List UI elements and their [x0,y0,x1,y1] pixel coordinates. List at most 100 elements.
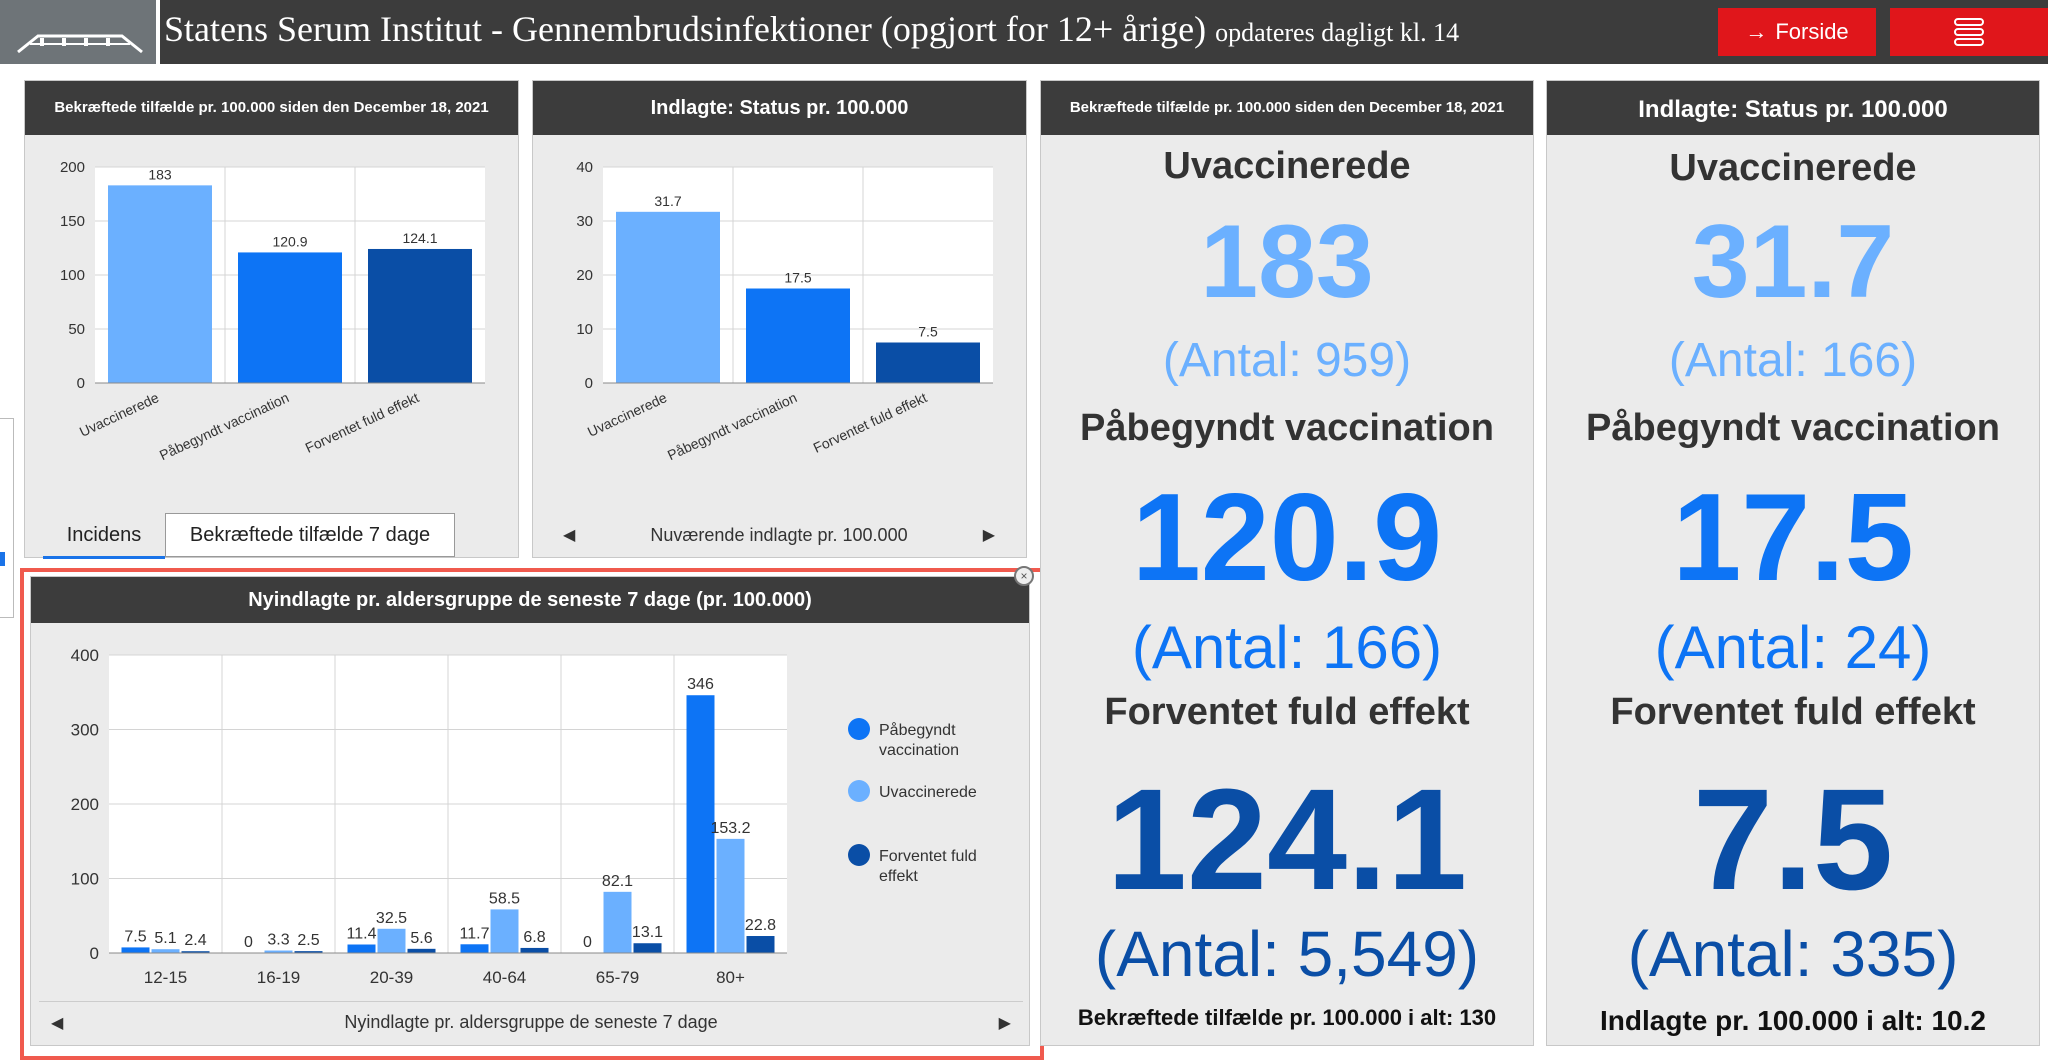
menu-button[interactable] [1890,8,2048,56]
pager-label: Nuværende indlagte pr. 100.000 [650,524,908,545]
hospitalized-summary-panel: Indlagte: Status pr. 100.000 Uvaccinered… [1546,80,2040,1046]
total-confirmed: Bekræftede tilfælde pr. 100.000 i alt: 1… [1077,1005,1497,1030]
count-full: (Antal: 5,549) [1094,918,1480,990]
chart-pager: ◀ Nuværende indlagte pr. 100.000 ▶ [551,513,1007,557]
data-label: 11.4 [347,926,377,943]
data-label: 7.5 [124,928,146,945]
data-label: 5.1 [154,930,176,947]
x-tick-label: Påbegyndt vaccination [665,389,799,463]
data-label: 346 [687,676,714,693]
y-tick-label: 40 [576,159,593,176]
bar [633,943,662,953]
chart-pager: ◀ Nyindlagte pr. aldersgruppe de seneste… [39,1001,1023,1043]
value-full: 124.1 [1106,759,1468,920]
value-unvaccinated: 31.7 [1691,204,1895,320]
prev-arrow-icon[interactable]: ◀ [563,527,576,544]
panel-title: Nyindlagte pr. aldersgruppe de seneste 7… [31,577,1029,623]
legend-swatch [848,844,870,866]
count-unvaccinated: (Antal: 166) [1668,334,1918,387]
data-label: 3.3 [267,932,289,949]
value-full: 7.5 [1692,759,1894,920]
bar [294,951,323,953]
bar [603,891,632,953]
data-label: 17.5 [784,270,811,286]
legend-label: effekt [879,868,918,885]
data-label: 82.1 [602,873,633,890]
data-label: 2.4 [184,932,206,949]
bar [746,288,850,383]
x-tick-label: 40-64 [483,968,526,987]
panel-title: Bekræftede tilfælde pr. 100.000 siden de… [1041,81,1533,135]
hospitalized-bar-chart: 0 10 20 30 40 31.7 Uvaccinerede 17.5 Påbegyndt v… [576,159,993,463]
confirmed-cases-summary-panel: Bekræftede tilfælde pr. 100.000 siden de… [1040,80,1534,1046]
forside-label: Forside [1775,19,1849,44]
logo-emblem-icon [17,34,143,54]
confirmed-cases-bar-chart: 0 50 100 150 200 183 Uvaccinerede 120.9 Påbegynd… [60,159,485,463]
data-label: 31.7 [654,193,681,209]
value-unvaccinated: 183 [1200,204,1374,320]
bar [347,944,376,953]
data-label: 5.6 [410,930,432,947]
y-tick-label: 30 [576,213,593,230]
label-full: Forventet fuld effekt [1104,691,1470,733]
bar [121,947,150,953]
y-tick-label: 0 [585,375,593,392]
tab-incidens[interactable]: Incidens [43,515,165,559]
side-expand-icon[interactable] [0,552,5,566]
close-icon[interactable]: × [1014,566,1034,586]
data-label: 0 [583,934,592,951]
tab-confirmed-7-days[interactable]: Bekræftede tilfælde 7 dage [165,513,455,557]
legend-label: Uvaccinerede [879,784,977,801]
panel-title: Indlagte: Status pr. 100.000 [1547,81,2039,135]
y-tick-label: 150 [60,213,85,230]
prev-arrow-icon[interactable]: ◀ [51,1014,64,1032]
total-hospitalized: Indlagte pr. 100.000 i alt: 10.2 [1600,1005,1986,1036]
label-partial: Påbegyndt vaccination [1080,407,1494,449]
next-arrow-icon[interactable]: ▶ [982,527,995,544]
x-tick-label: Uvaccinerede [77,389,162,440]
new-hospitalized-age-panel: Nyindlagte pr. aldersgruppe de seneste 7… [30,576,1030,1046]
bar [746,936,775,953]
bar [377,928,406,953]
data-label: 32.5 [376,910,407,927]
data-label: 13.1 [632,924,663,941]
legend-swatch [848,718,870,740]
bar [181,951,210,953]
data-label: 58.5 [489,890,520,907]
y-tick-label: 0 [90,944,99,963]
y-tick-label: 0 [77,375,85,392]
bar [520,947,549,953]
data-label: 120.9 [272,233,307,249]
legend-label: vaccination [879,742,959,759]
value-partial: 120.9 [1131,469,1443,607]
next-arrow-icon[interactable]: ▶ [998,1014,1011,1032]
data-label: 124.1 [402,230,437,246]
data-label: 0 [244,934,253,951]
data-label: 2.5 [297,932,319,949]
x-tick-label: 16-19 [257,968,300,987]
label-partial: Påbegyndt vaccination [1586,407,2000,449]
bar [460,944,489,953]
data-label: 11.7 [460,925,490,942]
forside-button[interactable]: → Forside [1718,8,1876,56]
bar [368,248,472,383]
pager-label: Nyindlagte pr. aldersgruppe de seneste 7… [344,1012,718,1032]
data-label: 6.8 [523,929,545,946]
app-header: Statens Serum Institut - Gennembrudsinfe… [0,0,2048,64]
x-tick-label: Forventet fuld effekt [811,389,930,456]
confirmed-cases-chart-panel: Bekræftede tilfælde pr. 100.000 siden de… [24,80,519,559]
legend-label: Forventet fuld [879,848,977,865]
y-tick-label: 400 [71,646,99,665]
bar [108,185,212,383]
age-group-bar-chart: 0 100 200 300 400 7.5 5.1 2.4 12-15 0 3.3 2.5 16-19 1… [71,646,977,987]
x-tick-label: 80+ [716,968,745,987]
data-label: 183 [148,166,172,182]
data-label: 22.8 [745,917,776,934]
data-label: 7.5 [918,324,938,340]
ssi-logo[interactable] [0,0,160,64]
count-unvaccinated: (Antal: 959) [1162,334,1412,387]
bar [686,695,715,953]
panel-title: Bekræftede tilfælde pr. 100.000 siden de… [25,81,518,135]
value-partial: 17.5 [1672,469,1914,607]
page-title: Statens Serum Institut - Gennembrudsinfe… [164,8,1459,50]
